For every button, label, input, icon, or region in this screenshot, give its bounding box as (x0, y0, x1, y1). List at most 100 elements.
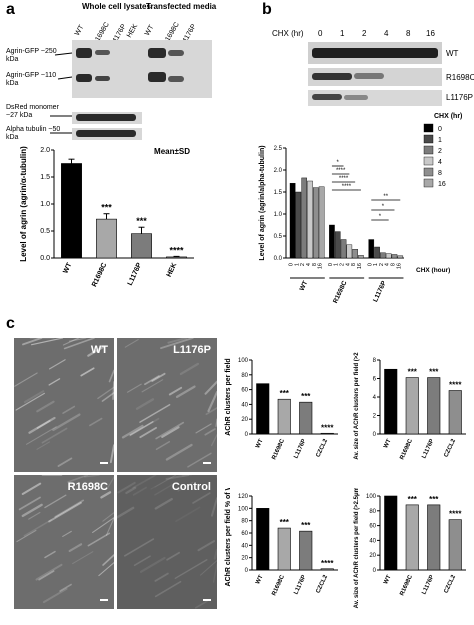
legend-label: 0 (438, 126, 442, 133)
fibre-streak (124, 538, 155, 557)
fibre-streak (161, 426, 180, 439)
fibre-streak (92, 517, 115, 534)
bar (289, 182, 296, 259)
fibre-streak (16, 529, 37, 543)
fibre-streak (128, 417, 160, 437)
fibre-streak (67, 474, 89, 483)
fibre-streak (135, 398, 155, 410)
micrograph-texture (14, 338, 217, 609)
fibre-streak (181, 474, 193, 477)
fibre-streak (80, 367, 95, 377)
bar (277, 527, 291, 571)
fibre-streak (54, 499, 85, 518)
fibre-streak (151, 372, 166, 382)
fibre-streak (102, 512, 115, 522)
fibre-streak (154, 572, 169, 582)
fibre-streak (144, 375, 160, 386)
fibre-streak (72, 551, 94, 565)
fibre-streak (28, 416, 56, 434)
bar (397, 255, 404, 259)
bar (448, 390, 462, 435)
bar (334, 231, 341, 259)
fibre-streak (87, 345, 105, 357)
bar (307, 180, 313, 259)
x-tick-label: R1698C (399, 438, 414, 461)
fibre-streak (23, 519, 52, 537)
scale-bar (203, 599, 211, 601)
blot-row-label: R1698C (446, 73, 474, 82)
significance-label: ** (383, 194, 388, 200)
legend-label: 16 (438, 181, 446, 188)
y-tick-label: 8 (373, 358, 377, 364)
band (76, 48, 92, 58)
fibre-streak (105, 517, 115, 536)
x-tick-label: L1176P (421, 438, 435, 459)
fibre-streak (36, 441, 51, 450)
fibre-streak (133, 555, 151, 567)
fibre-streak (101, 391, 115, 402)
fibre-streak (63, 338, 95, 350)
fibre-streak (115, 506, 135, 519)
bar (427, 377, 441, 435)
y-tick-label: 100 (366, 494, 377, 500)
bar (61, 163, 82, 259)
bar (131, 233, 152, 259)
bar (374, 246, 380, 259)
legend-label: 2 (438, 148, 442, 155)
y-tick-label: 4 (373, 395, 377, 401)
bar (256, 508, 270, 571)
y-tick-label: 2 (373, 414, 377, 420)
fibre-streak (35, 563, 63, 581)
legend-title: CHX (hr) (434, 113, 462, 120)
significance-label: **** (321, 559, 334, 568)
bar (380, 252, 386, 259)
fibre-streak (125, 486, 137, 495)
fibre-streak (28, 511, 41, 520)
micrograph-l1176p: L1176P (117, 338, 217, 472)
fibre-streak (179, 362, 200, 376)
y-tick-label: 40 (369, 538, 376, 544)
significance-label: *** (280, 389, 290, 398)
y-tick-label: 60 (241, 388, 248, 394)
x-tick-label: WT (383, 438, 393, 449)
bar (405, 377, 419, 435)
significance-label: *** (408, 368, 418, 377)
fibre-streak (21, 503, 43, 518)
y-tick-label: 1.0 (274, 212, 283, 218)
chart-c-clusters-pct: 0 20 40 60 80 100 120 WT *** R1698C *** L1176P **** C… (225, 488, 338, 597)
fibre-streak (154, 497, 173, 510)
fibre-streak (132, 474, 157, 489)
fibre-streak (139, 556, 166, 573)
group-label: R1698C (332, 280, 349, 305)
x-tick-label: CZCL2 (315, 438, 329, 459)
bar (368, 239, 375, 259)
x-tick-label: R1698C (399, 574, 414, 597)
x-tick-label: 0 (328, 263, 334, 266)
significance-label: * (337, 160, 340, 166)
fibre-streak (48, 359, 66, 370)
significance-label: **** (339, 176, 349, 182)
legend-label: 4 (438, 159, 442, 166)
fibre-streak (44, 550, 56, 559)
significance-label: **** (342, 184, 352, 190)
y-axis-label: Level of agrin (agrin/alpha-tubulin) (259, 145, 266, 260)
x-tick-label: 16 (318, 263, 324, 269)
fibre-streak (18, 496, 41, 511)
fibre-streak (100, 491, 112, 499)
fibre-streak (36, 400, 55, 413)
fibre-streak (112, 381, 115, 400)
micrograph-label: L1176P (173, 344, 211, 356)
fibre-streak (52, 413, 81, 432)
bar (384, 368, 398, 435)
marker-label: Agrin-GFP ~250 kDa (6, 48, 57, 63)
chx-label: CHX (hr) (272, 29, 304, 38)
x-tick-label: 1 (294, 263, 300, 266)
x-tick-label: WT (255, 438, 265, 449)
fibre-streak (48, 378, 61, 386)
panel-letter-b: b (262, 1, 272, 18)
band (312, 94, 342, 100)
bar (391, 254, 398, 259)
micrograph-r1698c: R1698C (14, 475, 114, 609)
fibre-streak (87, 532, 111, 547)
y-tick-label: 100 (238, 506, 249, 512)
